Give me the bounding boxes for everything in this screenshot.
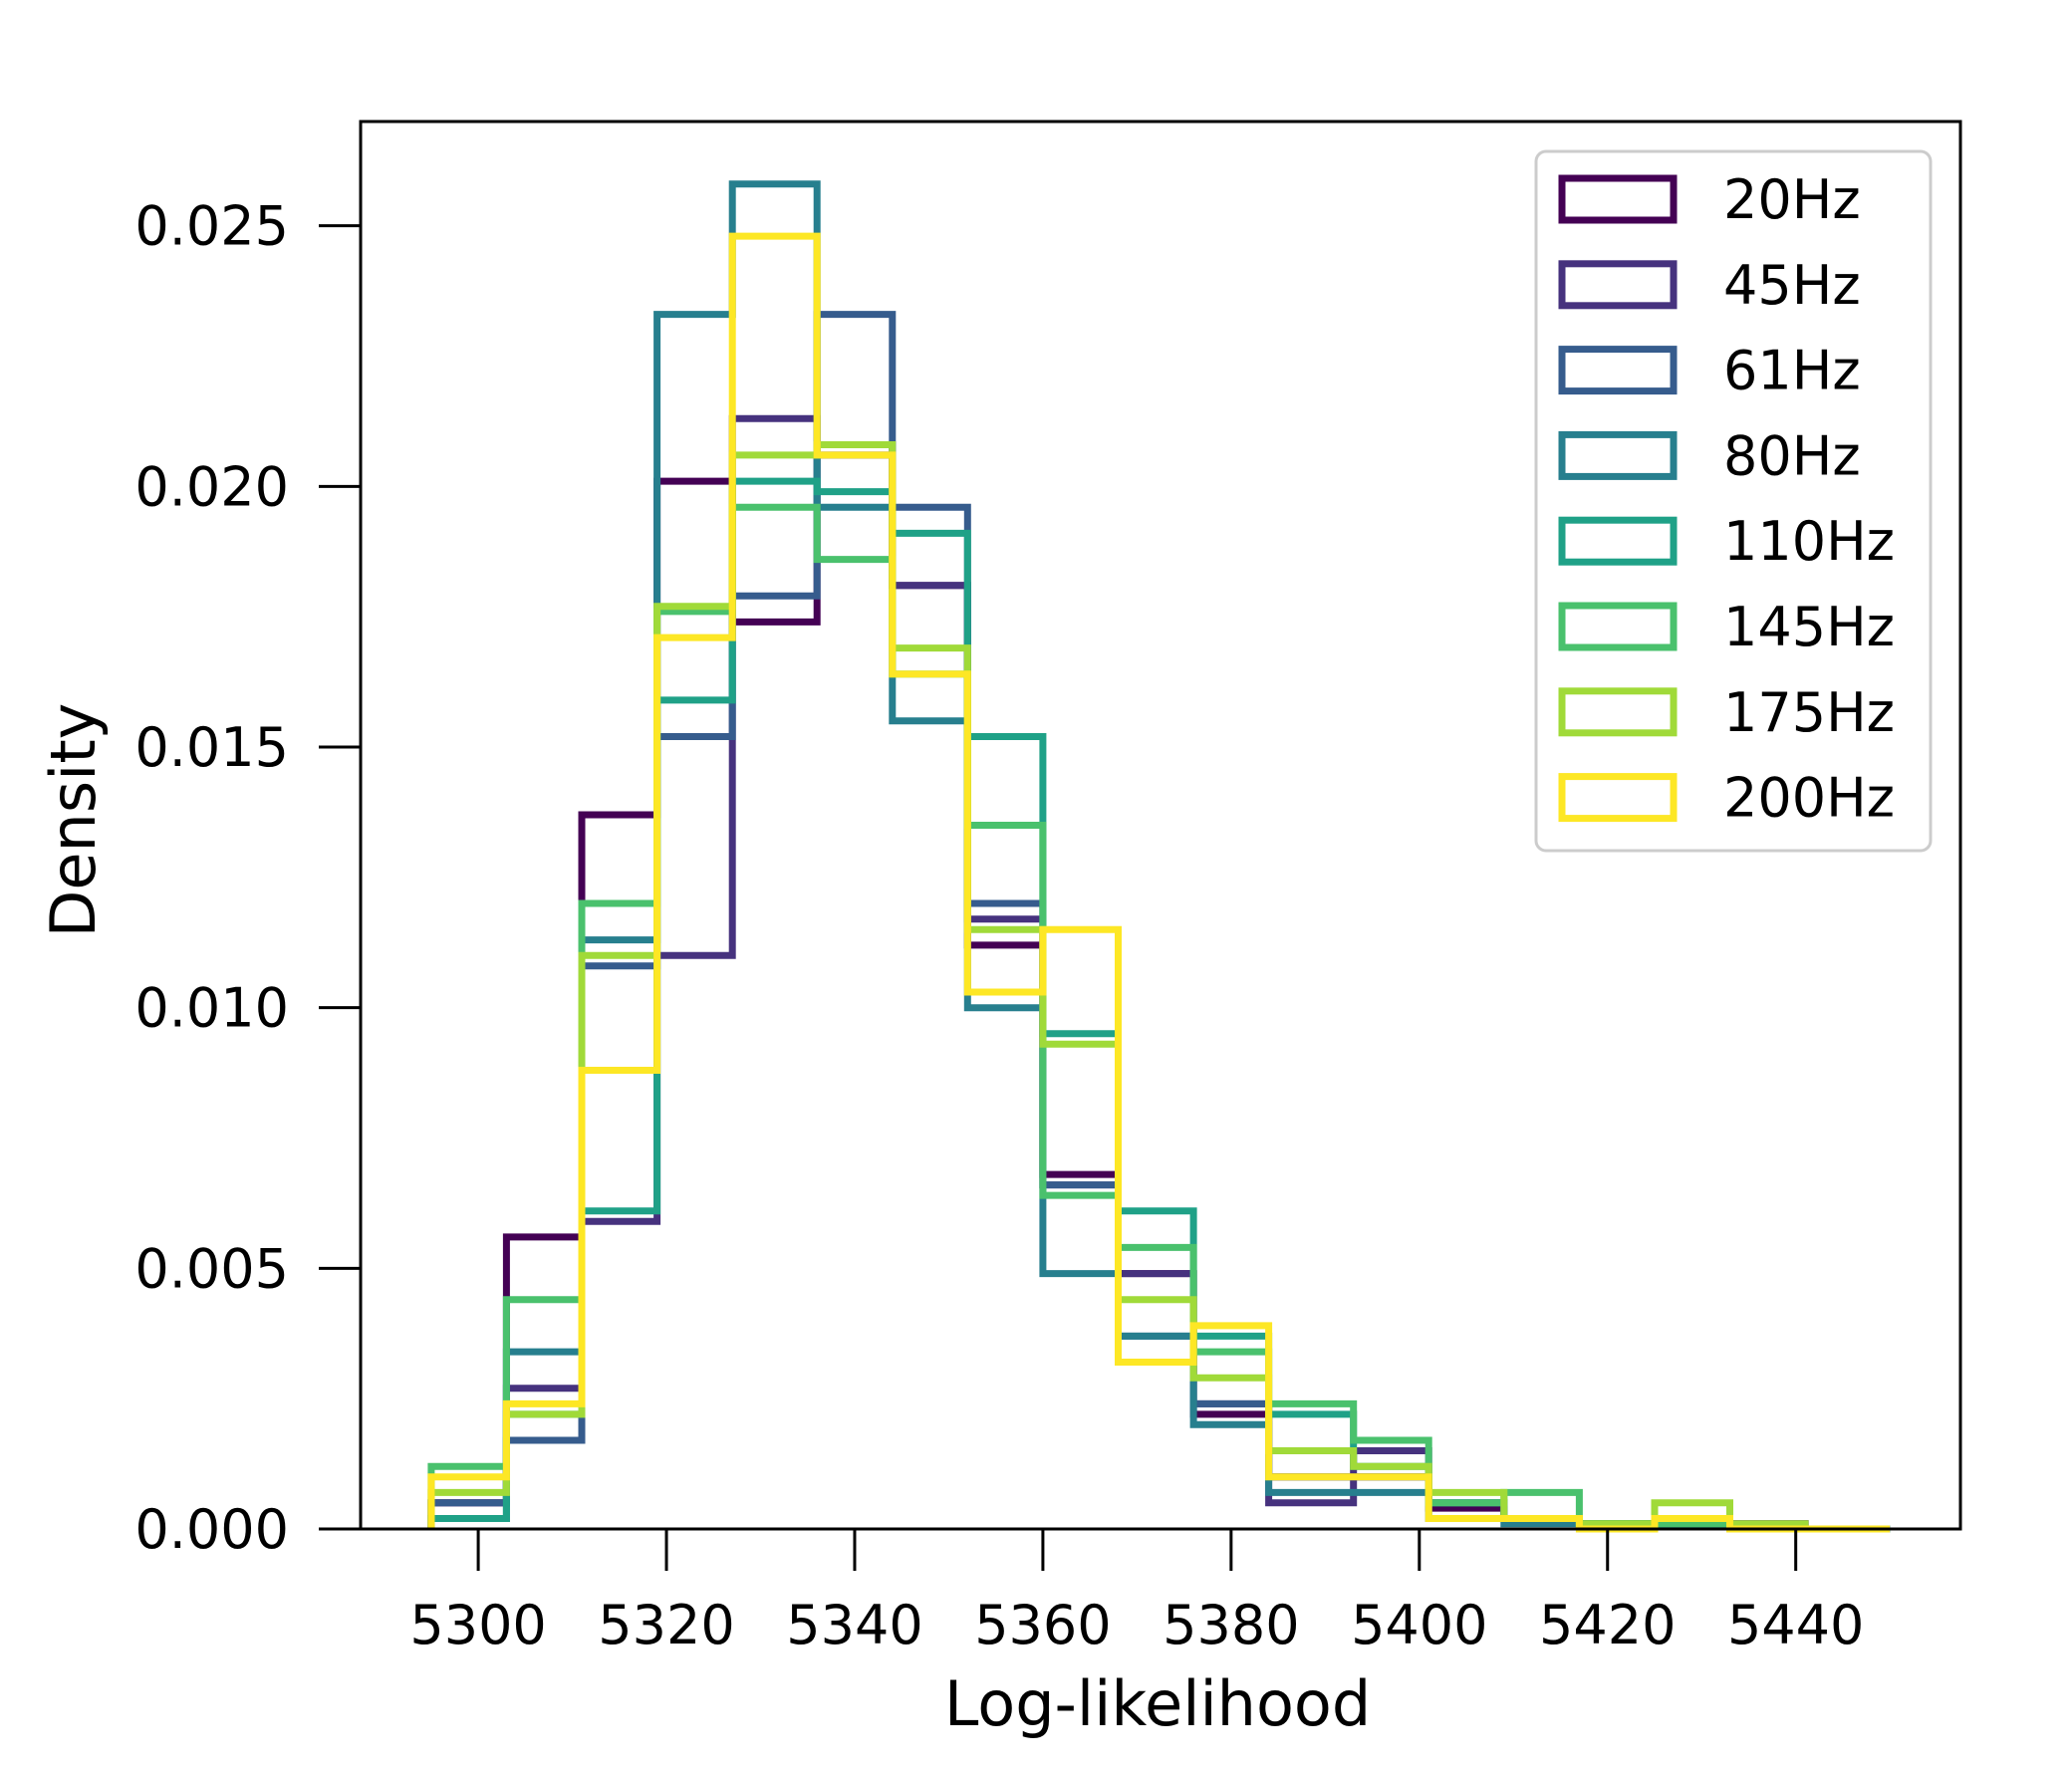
y-axis: 0.000 0.005 0.010 0.015 0.020 0.025 (134, 195, 361, 1561)
legend-swatch-61Hz (1558, 346, 1678, 395)
legend-label-45Hz: 45Hz (1723, 254, 1861, 317)
x-tick-label: 5440 (1727, 1594, 1864, 1656)
legend-label-110Hz: 110Hz (1723, 510, 1895, 573)
x-tick-label: 5420 (1539, 1594, 1676, 1656)
legend-label-80Hz: 80Hz (1723, 424, 1861, 487)
y-tick-label: 0.000 (134, 1498, 289, 1561)
legend-swatch-110Hz (1558, 516, 1678, 566)
x-tick-label: 5300 (409, 1594, 546, 1656)
legend-frame (1534, 149, 1933, 853)
y-tick-label: 0.010 (134, 977, 289, 1040)
legend-label-145Hz: 145Hz (1723, 596, 1895, 658)
legend-swatch-80Hz (1558, 430, 1678, 480)
legend-swatch-45Hz (1558, 260, 1678, 310)
x-tick-label: 5400 (1351, 1594, 1487, 1656)
y-tick-label: 0.025 (134, 195, 289, 258)
histogram-series (427, 180, 1891, 1533)
y-tick-label: 0.005 (134, 1237, 289, 1300)
legend-label-61Hz: 61Hz (1723, 340, 1861, 402)
legend-swatch-175Hz (1558, 687, 1678, 737)
x-axis-label: Log-likelihood (944, 1667, 1371, 1740)
legend-swatch-20Hz (1558, 174, 1678, 224)
y-tick-label: 0.020 (134, 455, 289, 518)
y-axis-label: Density (37, 703, 110, 938)
x-tick-label: 5380 (1163, 1594, 1299, 1656)
legend-label-20Hz: 20Hz (1723, 168, 1861, 231)
plot-area (359, 120, 1962, 1533)
x-axis: 5300 5320 5340 5360 5380 5400 5420 5440 (409, 1529, 1864, 1656)
x-tick-label: 5320 (598, 1594, 734, 1656)
legend-label-200Hz: 200Hz (1723, 767, 1895, 830)
legend-label-175Hz: 175Hz (1723, 681, 1895, 744)
x-tick-label: 5360 (974, 1594, 1111, 1656)
axes-frame (359, 120, 1962, 1531)
legend: 20Hz 45Hz 61Hz 80Hz 110Hz 145Hz 175Hz 200Hz (1534, 149, 1933, 853)
legend-swatch-200Hz (1558, 773, 1678, 823)
y-tick-label: 0.015 (134, 716, 289, 779)
x-tick-label: 5340 (786, 1594, 922, 1656)
series-80Hz-outline (427, 180, 1891, 1533)
legend-swatch-145Hz (1558, 602, 1678, 651)
